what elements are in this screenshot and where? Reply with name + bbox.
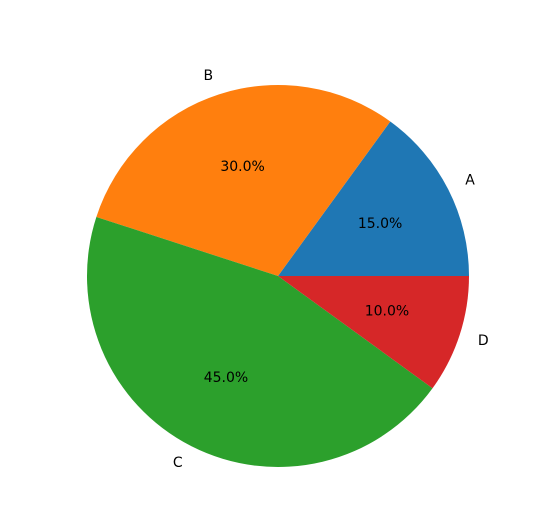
pie-slice [278, 276, 469, 389]
pie-slice [96, 84, 391, 276]
slice-label: B [203, 68, 213, 84]
percent-label: 15.0% [358, 216, 402, 232]
pie-slice [86, 216, 433, 468]
percent-label: 30.0% [220, 159, 264, 175]
slice-label: A [465, 173, 475, 189]
percent-label: 10.0% [365, 303, 409, 319]
percent-label: 45.0% [204, 370, 248, 386]
slice-label: D [478, 333, 489, 349]
slice-label: C [173, 455, 183, 471]
pie-slice [278, 121, 469, 276]
